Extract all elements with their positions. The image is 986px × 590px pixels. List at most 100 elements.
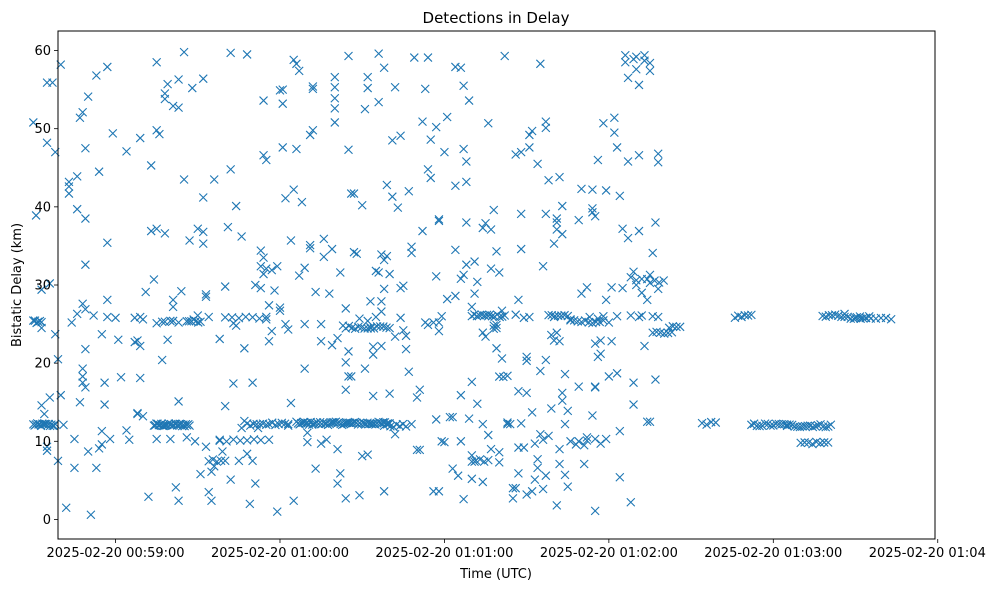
data-point <box>557 388 567 398</box>
data-point <box>308 84 318 94</box>
data-point <box>278 99 288 109</box>
data-point <box>281 193 290 203</box>
data-point <box>601 186 611 195</box>
data-point <box>78 299 88 309</box>
data-point <box>516 147 526 157</box>
data-point <box>407 242 416 252</box>
data-point <box>590 382 600 391</box>
data-point <box>256 246 266 256</box>
data-point <box>216 456 226 466</box>
data-point <box>226 48 236 58</box>
data-point <box>193 311 203 320</box>
data-point <box>566 315 575 325</box>
data-point <box>648 248 658 258</box>
data-point <box>675 322 685 332</box>
y-tick-label: 50 <box>34 122 51 137</box>
data-point <box>511 310 521 320</box>
data-point <box>755 421 764 431</box>
data-point <box>316 319 326 329</box>
data-point <box>108 128 118 138</box>
data-point <box>305 240 315 250</box>
data-point <box>168 295 178 305</box>
data-point <box>768 421 778 430</box>
data-point <box>305 130 315 140</box>
data-point <box>366 323 376 333</box>
data-point <box>174 103 183 112</box>
data-point <box>461 260 471 270</box>
data-point <box>544 431 553 441</box>
data-point <box>663 328 673 338</box>
data-point <box>374 49 384 59</box>
data-point <box>81 260 90 270</box>
data-point <box>631 280 641 290</box>
data-point <box>344 347 353 356</box>
data-point <box>94 167 104 177</box>
data-point <box>607 336 616 346</box>
data-point <box>612 311 622 321</box>
data-point <box>593 314 603 323</box>
data-point <box>516 209 526 219</box>
data-point <box>412 445 422 455</box>
data-point <box>168 302 178 312</box>
data-point <box>226 475 236 484</box>
data-point <box>245 499 255 509</box>
data-point <box>28 118 38 127</box>
data-point <box>420 84 430 94</box>
data-point <box>355 490 364 500</box>
data-point <box>582 433 592 442</box>
data-point <box>574 436 584 446</box>
data-point <box>431 272 441 281</box>
data-point <box>483 118 493 128</box>
data-point <box>418 117 427 127</box>
data-point <box>160 229 170 238</box>
data-point <box>803 421 813 431</box>
data-point <box>179 175 189 184</box>
data-point <box>672 322 681 332</box>
data-point <box>407 419 416 429</box>
data-point <box>231 201 241 211</box>
data-point <box>300 263 310 273</box>
y-tick-label: 20 <box>34 357 51 372</box>
data-point <box>270 286 279 295</box>
data-point <box>382 251 392 261</box>
data-point <box>549 312 559 322</box>
data-point <box>45 279 55 288</box>
data-point <box>261 314 271 324</box>
data-point <box>533 454 542 464</box>
data-point <box>631 64 641 74</box>
data-point <box>165 316 175 326</box>
data-point <box>598 315 608 325</box>
data-point <box>278 85 288 95</box>
data-point <box>519 443 529 452</box>
data-point <box>514 295 523 305</box>
data-point <box>401 344 411 354</box>
data-point <box>330 82 340 92</box>
data-point <box>37 323 46 333</box>
data-point <box>637 288 647 298</box>
data-point <box>746 420 756 430</box>
data-point <box>198 239 208 248</box>
data-point <box>596 349 606 359</box>
data-point <box>267 326 277 336</box>
data-point <box>294 66 304 76</box>
data-point <box>620 57 630 67</box>
data-point <box>385 269 395 279</box>
data-point <box>261 264 271 273</box>
data-point <box>398 281 408 291</box>
data-point <box>152 125 162 135</box>
data-point <box>584 318 594 327</box>
data-point <box>303 437 312 447</box>
data-point <box>668 321 678 331</box>
data-point <box>404 186 414 196</box>
data-point <box>368 350 378 359</box>
data-point <box>563 406 573 416</box>
data-point <box>541 355 551 365</box>
data-point <box>467 450 477 460</box>
data-point <box>470 457 479 467</box>
data-point <box>338 321 348 331</box>
data-point <box>642 274 652 284</box>
data-point <box>418 226 427 236</box>
data-point <box>440 437 449 447</box>
data-point <box>470 289 479 298</box>
x-tick-label: 2025-02-20 01:00:00 <box>211 546 349 561</box>
